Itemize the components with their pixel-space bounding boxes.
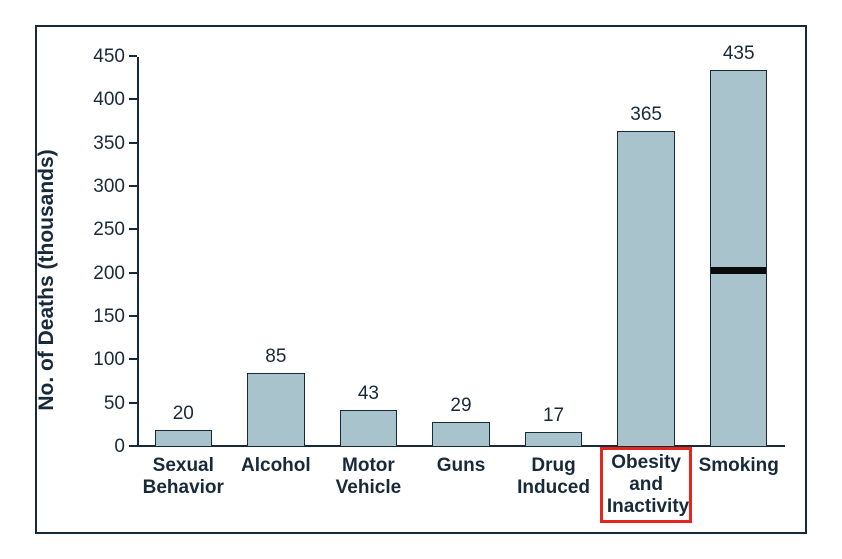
x-axis-label-word: Obesity bbox=[607, 452, 686, 474]
bar: 20 bbox=[155, 430, 212, 447]
bar-value-label: 435 bbox=[723, 43, 755, 71]
y-tick-label: 100 bbox=[93, 349, 137, 371]
x-axis-label: DrugInduced bbox=[507, 447, 600, 499]
x-axis-label-word: Smoking bbox=[692, 455, 785, 477]
x-axis-label-word: Drug bbox=[507, 455, 600, 477]
bar-value-label: 29 bbox=[450, 395, 471, 423]
plot-area-wrap: 05010015020025030035040045020SexualBehav… bbox=[137, 57, 785, 447]
y-tick-label: 150 bbox=[93, 306, 137, 328]
y-tick-label: 50 bbox=[104, 393, 137, 415]
x-axis-label: Alcohol bbox=[230, 447, 323, 477]
x-axis-label-word: Sexual bbox=[137, 455, 230, 477]
x-axis-label-word: Inactivity bbox=[607, 496, 686, 518]
bar-value-label: 20 bbox=[173, 403, 194, 431]
x-axis-label-word: Guns bbox=[415, 455, 508, 477]
bar: 17 bbox=[525, 432, 582, 447]
x-axis-label-word: Motor bbox=[322, 455, 415, 477]
bar: 365 bbox=[617, 131, 674, 447]
x-axis-label-word: and bbox=[607, 474, 686, 496]
bar-value-label: 17 bbox=[543, 405, 564, 433]
y-tick-label: 450 bbox=[93, 46, 137, 68]
y-tick-label: 350 bbox=[93, 133, 137, 155]
y-tick-label: 200 bbox=[93, 263, 137, 285]
bar: 435 bbox=[710, 70, 767, 447]
y-tick-label: 250 bbox=[93, 219, 137, 241]
x-axis-label-word: Vehicle bbox=[322, 477, 415, 499]
x-axis-label-word: Alcohol bbox=[230, 455, 323, 477]
bar-marker bbox=[711, 267, 766, 274]
y-axis-title: No. of Deaths (thousands) bbox=[35, 149, 59, 410]
x-axis-label-word: Induced bbox=[507, 477, 600, 499]
chart-outer: No. of Deaths (thousands) 05010015020025… bbox=[0, 0, 842, 559]
x-axis-label: Guns bbox=[415, 447, 508, 477]
plot-area: 05010015020025030035040045020SexualBehav… bbox=[137, 57, 785, 447]
x-axis-label-highlight: ObesityandInactivity bbox=[600, 447, 693, 523]
y-tick-label: 400 bbox=[93, 89, 137, 111]
x-axis-label: Smoking bbox=[692, 447, 785, 477]
bar: 85 bbox=[247, 373, 304, 447]
y-tick-label: 0 bbox=[114, 436, 137, 458]
bar-value-label: 43 bbox=[358, 383, 379, 411]
bar: 29 bbox=[432, 422, 489, 447]
bar-value-label: 85 bbox=[265, 346, 286, 374]
chart-panel: No. of Deaths (thousands) 05010015020025… bbox=[35, 25, 807, 534]
x-axis-label-word: Behavior bbox=[137, 477, 230, 499]
x-axis-label: MotorVehicle bbox=[322, 447, 415, 499]
bar-value-label: 365 bbox=[630, 104, 662, 132]
y-axis-line bbox=[137, 57, 139, 447]
x-axis-label: SexualBehavior bbox=[137, 447, 230, 499]
bar: 43 bbox=[340, 410, 397, 447]
y-tick-label: 300 bbox=[93, 176, 137, 198]
